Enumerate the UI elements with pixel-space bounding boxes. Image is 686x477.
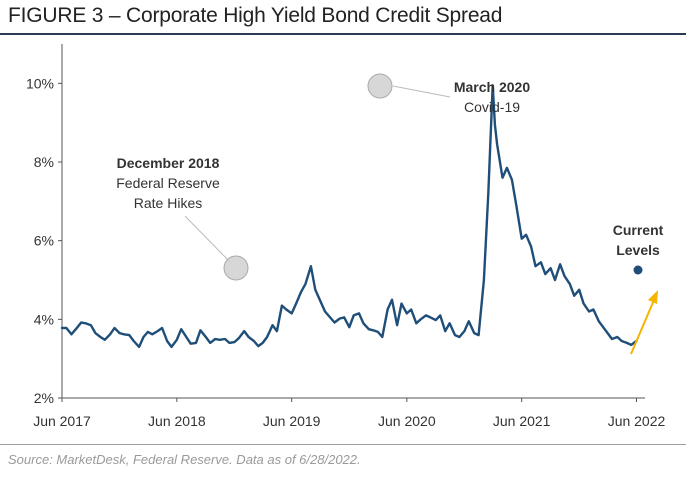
- x-tick-label: Jun 2021: [493, 413, 551, 429]
- marker-mar2020: [367, 73, 393, 99]
- marker-dec2018: [223, 255, 249, 281]
- annotation-dec2018-title: December 2018: [117, 155, 220, 171]
- source-note: Source: MarketDesk, Federal Reserve. Dat…: [8, 452, 361, 467]
- x-tick-label: Jun 2017: [33, 413, 91, 429]
- annotation-leader-dec2018: [184, 215, 231, 263]
- title-divider: [0, 33, 686, 35]
- trend-arrow-shaft: [630, 299, 655, 355]
- annotation-mar2020-title: March 2020: [454, 79, 530, 95]
- trend-arrow-head: [648, 290, 658, 304]
- y-tick-label: 2%: [34, 390, 54, 406]
- y-axis: 2% 4% 6% 8% 10%: [26, 75, 62, 406]
- y-tick-label: 10%: [26, 75, 54, 91]
- series-line: [60, 84, 638, 349]
- annotation-dec2018-line2: Rate Hikes: [134, 195, 202, 211]
- current-level-marker: [633, 265, 643, 275]
- annotation-mar2020-line1: Covid-19: [464, 99, 520, 115]
- x-tick-label: Jun 2018: [148, 413, 206, 429]
- credit-spread-chart: 2%4%6%8%10% Jun 2017 Jun 2018 Jun 2019 Jun …: [26, 44, 666, 429]
- x-tick-label: Jun 2022: [608, 413, 666, 429]
- annotation-current-line1: Levels: [616, 242, 660, 258]
- y-tick-label: 8%: [34, 154, 54, 170]
- annotation-leader-mar2020: [392, 85, 451, 98]
- page-title: FIGURE 3 – Corporate High Yield Bond Cre…: [8, 4, 503, 27]
- x-axis: Jun 2017 Jun 2018 Jun 2019 Jun 2020 Jun 2021…: [33, 398, 666, 429]
- x-tick-label: Jun 2020: [378, 413, 436, 429]
- y-tick-label: 4%: [34, 311, 54, 327]
- y-tick-label: 6%: [34, 233, 54, 249]
- annotation-dec2018-line1: Federal Reserve: [116, 175, 220, 191]
- x-tick-label: Jun 2019: [263, 413, 321, 429]
- annotation-current-title: Current: [613, 222, 664, 238]
- source-divider: [0, 444, 686, 445]
